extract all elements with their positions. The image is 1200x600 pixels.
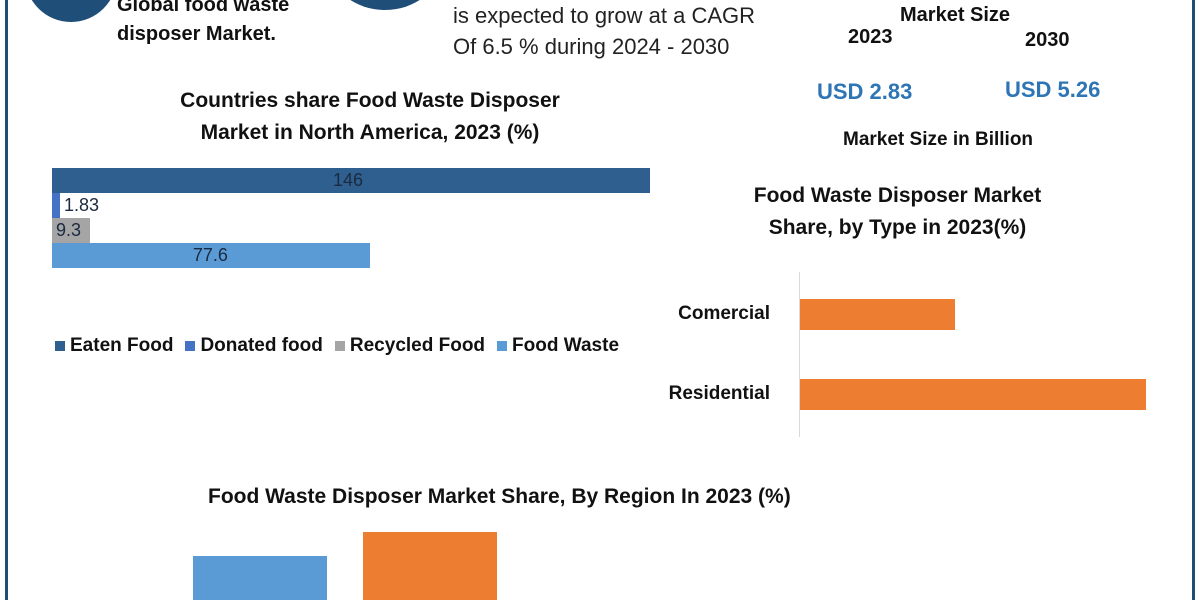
bar-data-label: 1.83 xyxy=(64,195,100,215)
step-circle-icon xyxy=(25,0,117,22)
intro-left-line1: Global food waste xyxy=(117,0,290,16)
chart2-title-line2: Share, by Type in 2023(%) xyxy=(768,216,1027,239)
bar-recycled-food xyxy=(52,218,91,243)
year-2023: 2023 xyxy=(848,26,893,48)
legend-swatch xyxy=(55,341,65,351)
bar-food-waste xyxy=(52,243,370,268)
market-size-2030: USD 5.26 xyxy=(1005,77,1101,102)
market-size-title: Market Size xyxy=(900,4,1011,26)
step-circle-icon xyxy=(330,0,440,10)
market-size-2023: USD 2.83 xyxy=(817,79,913,104)
legend-label: Eaten Food xyxy=(70,335,174,356)
chart1-title: Countries share Food Waste Disposer Mark… xyxy=(100,85,640,149)
legend-label: Food Waste xyxy=(512,335,620,356)
chart2-title-line1: Food Waste Disposer Market xyxy=(753,184,1042,207)
chart2-plot: Comercial Residential xyxy=(640,272,1160,437)
chart1-title-line2: Market in North America, 2023 (%) xyxy=(200,121,540,144)
legend-label: Donated food xyxy=(200,335,323,356)
bar-data-label: 9.3 xyxy=(56,220,82,240)
year-2030: 2030 xyxy=(1025,29,1070,51)
chart2-title: Food Waste Disposer Market Share, by Typ… xyxy=(690,180,1105,244)
bar-data-label: 77.6 xyxy=(192,245,228,265)
legend-swatch xyxy=(497,341,508,351)
chart3-title: Food Waste Disposer Market Share, By Reg… xyxy=(208,485,791,508)
bar-data-label: 146 xyxy=(333,170,364,190)
frame-right-border xyxy=(1192,0,1195,600)
intro-right-line1: is expected to grow at a CAGR xyxy=(453,3,756,28)
bar-comercial xyxy=(800,299,956,330)
bar-residential xyxy=(800,379,1146,410)
bar-donated-food xyxy=(52,193,60,218)
legend-item: Food Waste xyxy=(497,335,619,357)
region-bar xyxy=(193,556,327,600)
frame-left-border xyxy=(5,0,8,600)
legend-swatch xyxy=(334,341,345,351)
intro-right-line2: Of 6.5 % during 2024 - 2030 xyxy=(453,34,730,59)
chart2-axis xyxy=(799,272,800,437)
legend-item: Recycled Food xyxy=(334,335,486,357)
legend-label: Recycled Food xyxy=(349,335,486,356)
legend-item: Donated food xyxy=(185,335,323,357)
bar-eaten-food xyxy=(52,168,650,193)
category-label: Residential xyxy=(668,383,770,404)
chart1-plot: 146 1.83 9.3 77.6 xyxy=(52,168,672,268)
market-size-unit: Market Size in Billion xyxy=(843,129,1034,150)
legend-item: Eaten Food xyxy=(55,335,173,357)
chart3-plot xyxy=(150,530,650,600)
chart1-title-line1: Countries share Food Waste Disposer xyxy=(180,89,560,112)
category-label: Comercial xyxy=(678,303,770,324)
legend-swatch xyxy=(185,341,196,351)
chart1-legend: Eaten Food Donated food Recycled Food Food … xyxy=(55,335,619,357)
region-bar xyxy=(363,532,497,600)
intro-left-line2: disposer Market. xyxy=(117,23,276,45)
